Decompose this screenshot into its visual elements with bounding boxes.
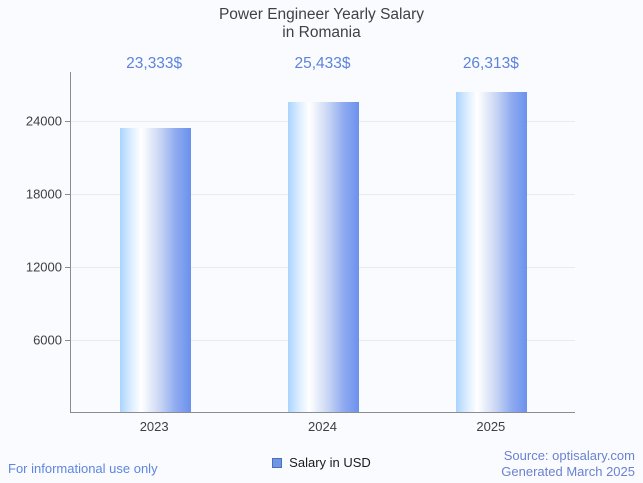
- y-tick: [65, 193, 71, 195]
- y-tick-label: 6000: [33, 332, 62, 348]
- x-label-2023: 2023: [139, 419, 169, 434]
- generated-line: Generated March 2025: [501, 464, 635, 479]
- y-tick-label: 24000: [25, 113, 62, 129]
- y-tick-label: 12000: [25, 259, 62, 275]
- bar-2024: [288, 102, 359, 412]
- bar-2025: [456, 91, 528, 412]
- value-labels-row: 23,333$ 25,433$ 26,313$: [0, 55, 643, 75]
- x-axis-labels: 2023 2024 2025: [70, 419, 575, 435]
- x-label-2024: 2024: [308, 419, 337, 434]
- legend-label: Salary in USD: [289, 455, 371, 470]
- chart-title: Power Engineer Yearly Salary in Romania: [218, 6, 425, 41]
- y-tick-label: 18000: [25, 186, 62, 202]
- legend: Salary in USD: [0, 455, 643, 470]
- legend-marker-icon: [272, 457, 283, 468]
- value-label-2024: 25,433$: [294, 55, 351, 72]
- y-tick: [65, 266, 71, 268]
- y-tick: [65, 120, 71, 122]
- plot-area: 6000 12000 18000 24000: [26, 72, 575, 413]
- bar-2023: [119, 127, 191, 412]
- y-tick: [65, 339, 71, 341]
- source-attribution: Source: optisalary.com Generated March 2…: [501, 448, 635, 480]
- x-label-2025: 2025: [476, 419, 506, 434]
- source-line: Source: optisalary.com: [503, 448, 635, 463]
- value-label-2023: 23,333$: [126, 55, 183, 72]
- disclaimer-text: For informational use only: [8, 461, 158, 476]
- value-label-2025: 26,313$: [462, 55, 519, 72]
